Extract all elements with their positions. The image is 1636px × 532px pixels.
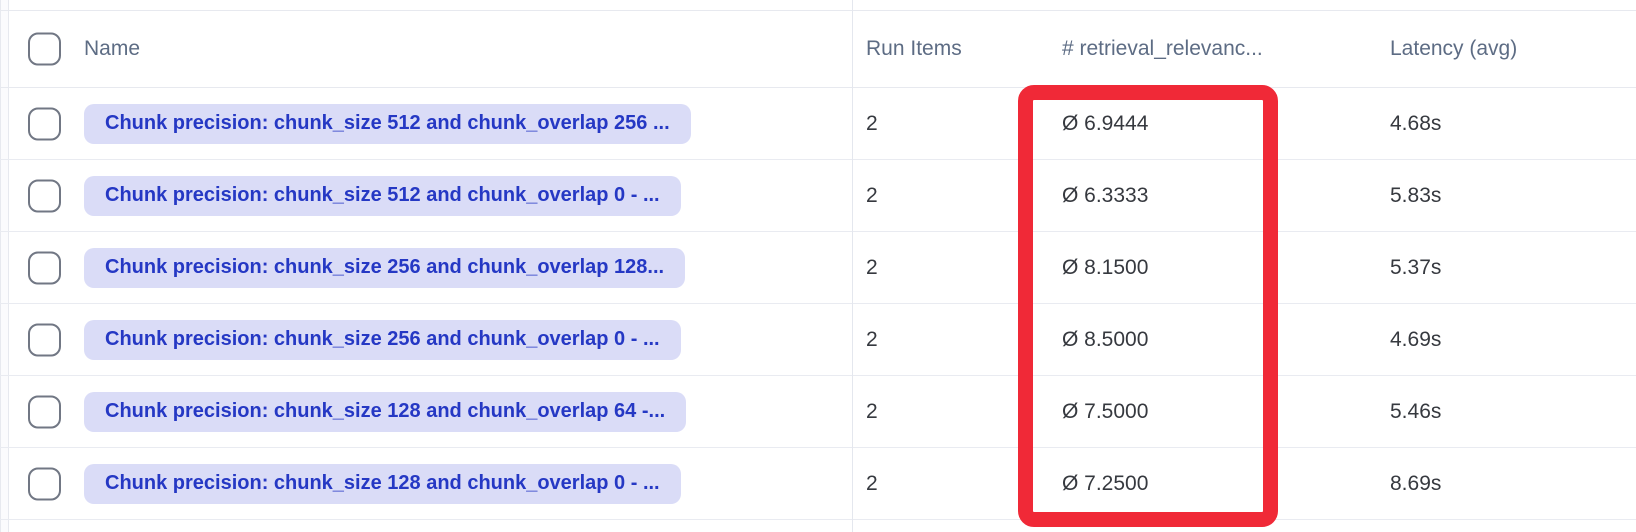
score-average-value: Ø 8.5000	[1062, 327, 1149, 351]
row-checkbox[interactable]	[28, 107, 61, 140]
table-row: Chunk precision: chunk_size 256 and chun…	[0, 304, 1636, 376]
row-checkbox[interactable]	[28, 395, 61, 428]
left-gutter	[0, 0, 9, 532]
pinned-column-divider	[852, 0, 853, 532]
run-items-value: 2	[866, 111, 878, 135]
row-checkbox[interactable]	[28, 467, 61, 500]
select-all-checkbox[interactable]	[28, 32, 61, 65]
score-average-value: Ø 7.5000	[1062, 399, 1149, 423]
table-body: Chunk precision: chunk_size 512 and chun…	[0, 88, 1636, 520]
table-row: Chunk precision: chunk_size 128 and chun…	[0, 376, 1636, 448]
column-header-run-items: Run Items	[866, 36, 962, 60]
run-name-pill[interactable]: Chunk precision: chunk_size 512 and chun…	[84, 175, 681, 216]
score-average-value: Ø 8.1500	[1062, 255, 1149, 279]
column-header-score: # retrieval_relevanc...	[1062, 36, 1263, 60]
run-name-pill[interactable]: Chunk precision: chunk_size 256 and chun…	[84, 247, 686, 288]
latency-average-value: 4.69s	[1390, 327, 1442, 351]
score-average-value: Ø 6.9444	[1062, 111, 1149, 135]
run-name-pill[interactable]: Chunk precision: chunk_size 128 and chun…	[84, 391, 687, 432]
table-row: Chunk precision: chunk_size 512 and chun…	[0, 88, 1636, 160]
row-checkbox[interactable]	[28, 179, 61, 212]
latency-average-value: 8.69s	[1390, 471, 1442, 495]
run-items-value: 2	[866, 183, 878, 207]
run-items-value: 2	[866, 255, 878, 279]
table-row: Chunk precision: chunk_size 256 and chun…	[0, 232, 1636, 304]
latency-average-value: 5.37s	[1390, 255, 1442, 279]
previous-row-sliver	[0, 0, 1636, 11]
column-header-name: Name	[84, 36, 141, 60]
column-header-latency: Latency (avg)	[1390, 36, 1518, 60]
run-name-pill[interactable]: Chunk precision: chunk_size 128 and chun…	[84, 463, 681, 504]
score-average-value: Ø 6.3333	[1062, 183, 1149, 207]
latency-average-value: 5.46s	[1390, 399, 1442, 423]
table-row: Chunk precision: chunk_size 128 and chun…	[0, 448, 1636, 520]
row-checkbox[interactable]	[28, 323, 61, 356]
run-name-pill[interactable]: Chunk precision: chunk_size 256 and chun…	[84, 319, 681, 360]
score-average-value: Ø 7.2500	[1062, 471, 1149, 495]
run-items-value: 2	[866, 471, 878, 495]
latency-average-value: 5.83s	[1390, 183, 1442, 207]
table-header-row: Name Run Items # retrieval_relevanc... L…	[0, 10, 1636, 88]
run-items-value: 2	[866, 327, 878, 351]
run-items-value: 2	[866, 399, 878, 423]
latency-average-value: 4.68s	[1390, 111, 1442, 135]
table-row: Chunk precision: chunk_size 512 and chun…	[0, 160, 1636, 232]
row-checkbox[interactable]	[28, 251, 61, 284]
run-name-pill[interactable]: Chunk precision: chunk_size 512 and chun…	[84, 103, 691, 144]
